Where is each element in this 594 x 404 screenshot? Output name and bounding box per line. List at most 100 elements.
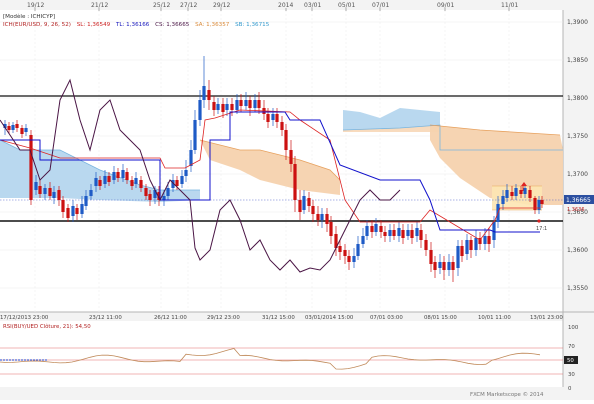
horizontal-levels [0, 95, 563, 222]
candle-body [112, 172, 116, 180]
candle-body [89, 190, 93, 196]
candle-body [171, 180, 175, 188]
flag-price-value: 1,3636 [567, 207, 585, 213]
bottom-axis-label: 03/01/2014 15:00 [305, 315, 354, 321]
top-axis-label: 09/01 [437, 2, 454, 9]
candle-body [280, 122, 284, 130]
candle-body [80, 204, 84, 214]
candle-body [361, 236, 365, 244]
candle-body [121, 170, 125, 178]
candle-body [537, 200, 541, 210]
candle-body [248, 100, 252, 108]
rsi-plot-area[interactable] [0, 321, 563, 387]
legend-sb: SB: 1,36715 [235, 22, 270, 28]
rsi-panel [0, 347, 563, 375]
candle-body [289, 150, 293, 164]
legend-sa: SA: 1,36357 [195, 22, 230, 28]
candle-body [184, 170, 188, 176]
candle-body [216, 104, 220, 110]
kijun-sen-line [0, 111, 540, 233]
candle-body [266, 114, 270, 122]
rsi-level-label: 70 [568, 344, 575, 350]
price-axis-label: 1,3850 [567, 57, 588, 64]
top-axis-label: 03/01 [304, 2, 321, 9]
current-price-value: 1,36665 [566, 197, 591, 204]
candle-body [540, 200, 544, 204]
candle-body [116, 172, 120, 178]
bottom-axis-label: 08/01 15:00 [424, 315, 457, 321]
candle-body [134, 178, 138, 184]
candle-body [275, 114, 279, 122]
candle-body [469, 240, 473, 250]
candle-body [302, 196, 306, 210]
top-axis-label: 29/12 [213, 2, 230, 9]
candle-body [460, 246, 464, 256]
candle-body [379, 226, 383, 232]
legend-tl: TL: 1,36166 [115, 22, 150, 28]
ichimoku-label: ICH(EUR/USD, 9, 26, 52) [3, 22, 71, 28]
candle-body [383, 232, 387, 236]
price-axis-label: 1,3700 [567, 171, 588, 178]
span-cloud-blue [343, 108, 440, 130]
top-axis-label: 2014 [278, 2, 293, 9]
top-axis-label: 21/12 [91, 2, 108, 9]
candle-body [465, 240, 469, 254]
candle-body [75, 208, 79, 214]
candle-body [125, 172, 129, 180]
candle-body [374, 224, 378, 232]
top-axis-label: 05/01 [338, 2, 355, 9]
candle-body [456, 246, 460, 268]
svg-text:ICH(EUR/USD, 9, 26, 52): ICH(EUR/USD, 9, 26, 52) SL: 1,36549 TL: … [3, 22, 270, 28]
senkou-b-line [429, 124, 561, 136]
span-cloud-orange [430, 125, 563, 205]
rsi-label: RSI(BUY/UED Clôture, 21): 54,50 [3, 323, 91, 330]
candle-body [3, 124, 7, 128]
rsi-level-label: 0 [568, 386, 572, 392]
candle-body [180, 176, 184, 184]
candle-body [235, 100, 239, 110]
rsi-level-label: 30 [568, 372, 575, 378]
candle-body [401, 230, 405, 238]
time-annotation: 17:1 [536, 226, 547, 232]
candle-body [406, 230, 410, 236]
candle-body [347, 256, 351, 262]
candle-body [298, 200, 302, 212]
candle-body [419, 230, 423, 240]
candle-body [20, 128, 24, 134]
candle-body [478, 238, 482, 244]
candle-body [442, 262, 446, 270]
candle-body [43, 188, 47, 194]
candle-body [528, 190, 532, 198]
candle-body [451, 262, 455, 270]
candle-body [157, 192, 161, 200]
price-axis[interactable]: 1,3900 1,3850 1,3800 1,3750 1,3700 1,365… [567, 19, 588, 292]
candle-body [207, 90, 211, 100]
candle-body [189, 150, 193, 166]
bottom-time-axis[interactable]: 17/12/2013 23:00 23/12 11:00 26/12 11:00… [0, 315, 563, 321]
candle-body [365, 226, 369, 236]
top-time-axis: 19/12 21/12 25/12 27/12 29/12 2014 03/01… [27, 2, 518, 9]
bottom-axis-label: 07/01 03:00 [370, 315, 403, 321]
candle-body [320, 214, 324, 220]
rsi-axis: 100 70 30 0 [568, 325, 579, 392]
signal-dot-icon [537, 219, 541, 223]
indicator-legend: [Modèle : ICHICYP] ICH(EUR/USD, 9, 26, 5… [3, 13, 270, 28]
candle-body [356, 244, 360, 256]
bottom-axis-label: 31/12 15:00 [262, 315, 295, 321]
candle-body [392, 230, 396, 236]
candle-body [311, 206, 315, 214]
candle-body [130, 180, 134, 186]
senkou-a-line [342, 124, 563, 151]
candle-body [148, 194, 152, 200]
watermark: FXCM Marketscope © 2014 [470, 391, 544, 398]
candle-body [510, 192, 514, 196]
candle-body [15, 124, 19, 128]
candle-body [334, 234, 338, 248]
bottom-axis-label: 23/12 11:00 [89, 315, 122, 321]
candle-body [52, 192, 56, 198]
candle-body [474, 238, 478, 250]
candle-body [107, 176, 111, 182]
candle-body [230, 104, 234, 110]
